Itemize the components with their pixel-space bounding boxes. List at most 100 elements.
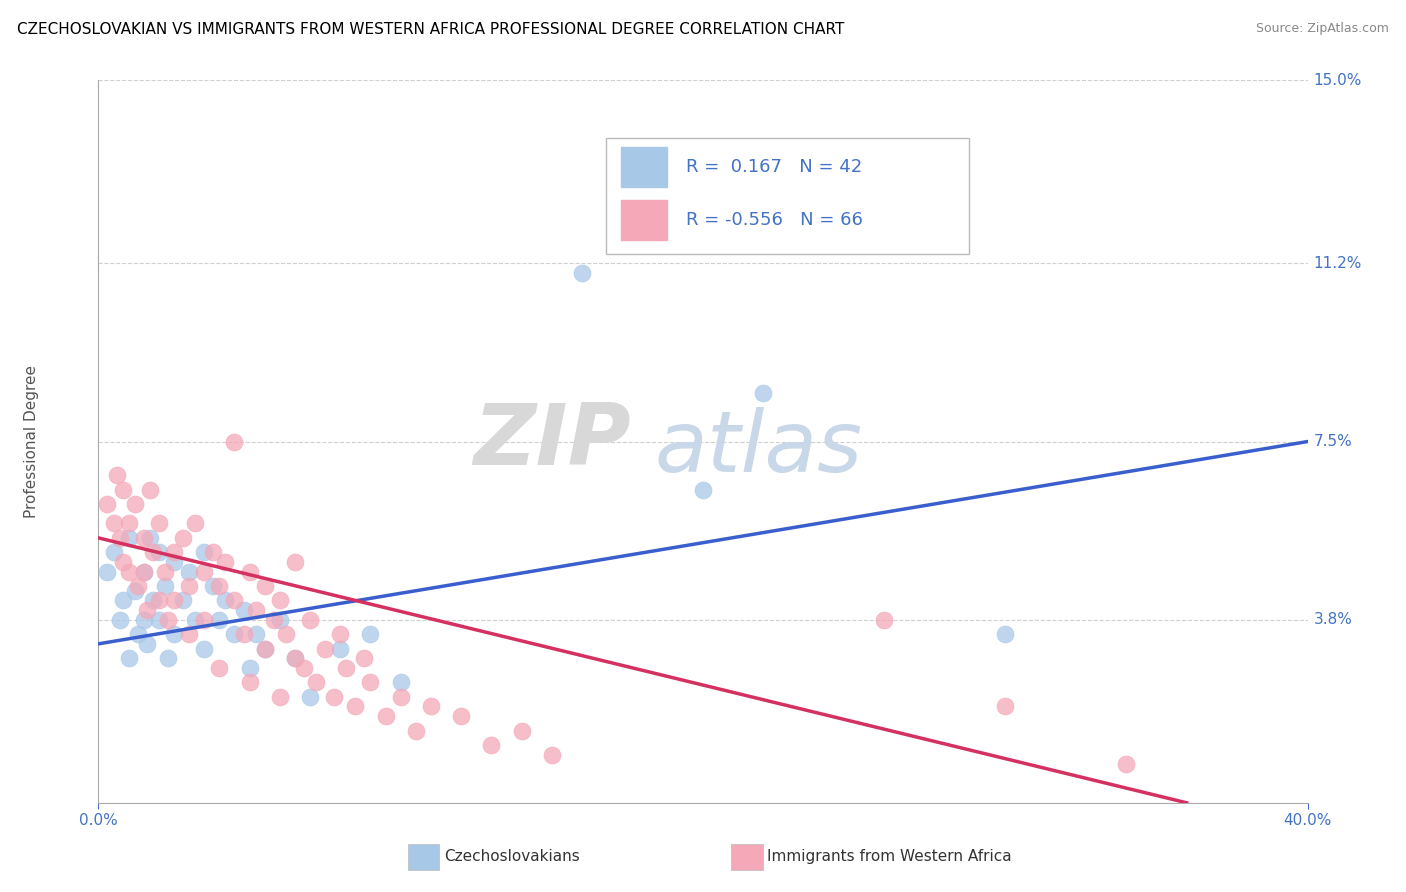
Point bbox=[224, 434, 246, 449]
Point bbox=[135, 637, 157, 651]
Point bbox=[179, 627, 201, 641]
Text: Source: ZipAtlas.com: Source: ZipAtlas.com bbox=[1256, 22, 1389, 36]
Point bbox=[153, 579, 176, 593]
Point bbox=[153, 565, 176, 579]
Point bbox=[111, 483, 134, 497]
Point bbox=[420, 699, 443, 714]
Point bbox=[96, 497, 118, 511]
Point bbox=[132, 613, 155, 627]
Text: R =  0.167   N = 42: R = 0.167 N = 42 bbox=[686, 158, 862, 176]
Point bbox=[245, 603, 267, 617]
Point bbox=[108, 531, 131, 545]
Point bbox=[245, 627, 267, 641]
Point bbox=[193, 641, 215, 656]
Point bbox=[127, 627, 149, 641]
Point bbox=[571, 266, 593, 280]
Point bbox=[389, 690, 412, 704]
Point bbox=[299, 613, 322, 627]
Point bbox=[127, 579, 149, 593]
Point bbox=[305, 675, 328, 690]
Point bbox=[103, 545, 125, 559]
Point bbox=[692, 483, 714, 497]
Point bbox=[481, 738, 503, 752]
Point bbox=[540, 747, 562, 762]
Point bbox=[111, 555, 134, 569]
Point bbox=[111, 593, 134, 607]
Point bbox=[193, 613, 215, 627]
Point bbox=[360, 627, 382, 641]
Point bbox=[232, 603, 254, 617]
Point bbox=[135, 603, 157, 617]
Point bbox=[269, 613, 291, 627]
Point bbox=[184, 613, 207, 627]
Point bbox=[163, 593, 186, 607]
Point bbox=[263, 613, 285, 627]
Point bbox=[179, 565, 201, 579]
Text: 3.8%: 3.8% bbox=[1313, 612, 1353, 627]
Point bbox=[239, 661, 262, 675]
Text: Immigrants from Western Africa: Immigrants from Western Africa bbox=[768, 849, 1012, 864]
Point bbox=[148, 516, 170, 531]
Point bbox=[139, 531, 162, 545]
Point bbox=[224, 627, 246, 641]
Point bbox=[148, 593, 170, 607]
Point bbox=[269, 690, 291, 704]
Point bbox=[184, 516, 207, 531]
Point bbox=[873, 613, 896, 627]
Point bbox=[208, 613, 231, 627]
Point bbox=[142, 545, 165, 559]
Point bbox=[118, 531, 141, 545]
Point bbox=[132, 531, 155, 545]
Point bbox=[253, 641, 276, 656]
Point bbox=[202, 545, 225, 559]
Point bbox=[103, 516, 125, 531]
Point bbox=[405, 723, 427, 738]
Point bbox=[253, 579, 276, 593]
Point bbox=[510, 723, 533, 738]
Text: 7.5%: 7.5% bbox=[1313, 434, 1353, 449]
Point bbox=[132, 565, 155, 579]
Point bbox=[292, 661, 315, 675]
Point bbox=[118, 651, 141, 665]
Point bbox=[1115, 757, 1137, 772]
Point bbox=[172, 593, 194, 607]
Point bbox=[389, 675, 412, 690]
Point bbox=[139, 483, 162, 497]
Text: Professional Degree: Professional Degree bbox=[24, 365, 39, 518]
Point bbox=[148, 613, 170, 627]
Point bbox=[142, 593, 165, 607]
Point bbox=[193, 565, 215, 579]
Point bbox=[148, 545, 170, 559]
Text: 15.0%: 15.0% bbox=[1313, 73, 1362, 87]
Point bbox=[224, 593, 246, 607]
Point bbox=[299, 690, 322, 704]
Point bbox=[314, 641, 336, 656]
Point bbox=[329, 627, 352, 641]
Point bbox=[124, 583, 146, 598]
Point bbox=[193, 545, 215, 559]
Point bbox=[108, 613, 131, 627]
Point bbox=[156, 613, 179, 627]
Point bbox=[335, 661, 357, 675]
Point bbox=[172, 531, 194, 545]
Point bbox=[329, 641, 352, 656]
Text: ZIP: ZIP bbox=[472, 400, 630, 483]
Point bbox=[374, 709, 396, 723]
Point bbox=[450, 709, 472, 723]
Point bbox=[284, 651, 307, 665]
Bar bbox=[621, 200, 666, 240]
Point bbox=[323, 690, 346, 704]
Point bbox=[752, 386, 775, 401]
Text: atlas: atlas bbox=[655, 408, 863, 491]
Point bbox=[179, 579, 201, 593]
Text: 11.2%: 11.2% bbox=[1313, 256, 1362, 271]
Point bbox=[269, 593, 291, 607]
Point bbox=[214, 593, 236, 607]
Point bbox=[284, 651, 307, 665]
FancyBboxPatch shape bbox=[606, 138, 969, 253]
Point bbox=[105, 468, 128, 483]
Text: R = -0.556   N = 66: R = -0.556 N = 66 bbox=[686, 211, 863, 229]
Point bbox=[118, 565, 141, 579]
Point bbox=[163, 555, 186, 569]
Point bbox=[353, 651, 375, 665]
